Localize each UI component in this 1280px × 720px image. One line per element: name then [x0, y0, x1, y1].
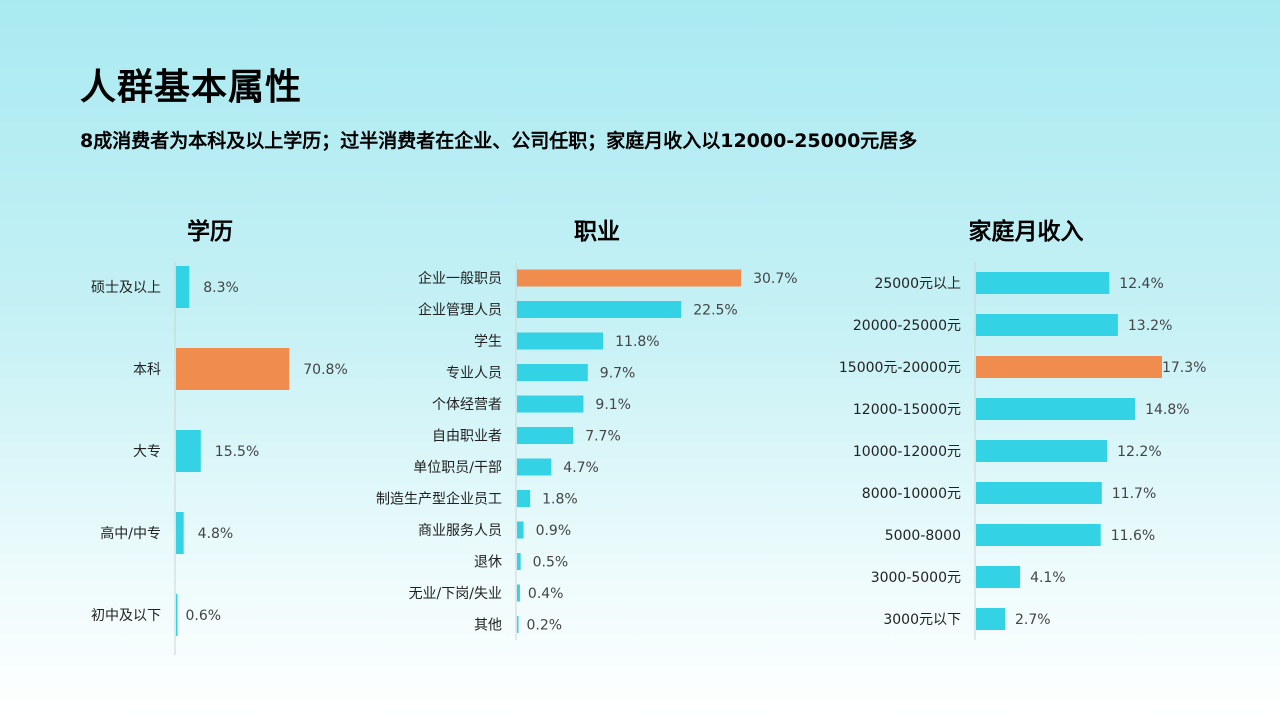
occupation-category-label: 退休 — [474, 555, 502, 571]
occupation-value-label: 0.5% — [533, 555, 569, 571]
income-value-label: 13.2% — [1128, 318, 1172, 334]
education-category-label: 大专 — [133, 444, 161, 460]
occupation-category-label: 商业服务人员 — [418, 523, 502, 539]
education-value-label: 0.6% — [186, 608, 222, 624]
education-category-label: 硕士及以上 — [91, 280, 161, 296]
occupation-category-label: 企业一般职员 — [418, 270, 502, 287]
education-bar — [176, 348, 290, 390]
occupation-bar — [517, 458, 552, 476]
income-category-label: 5000-8000 — [885, 528, 961, 544]
occupation-value-label: 4.7% — [563, 460, 599, 476]
income-bar — [976, 272, 1110, 294]
income-value-label: 14.8% — [1145, 402, 1189, 418]
income-category-label: 3000元以下 — [883, 612, 961, 628]
education-value-label: 70.8% — [303, 362, 347, 378]
chart-title-occupation: 职业 — [574, 219, 620, 245]
occupation-category-label: 企业管理人员 — [418, 302, 502, 319]
page-subtitle: 8成消费者为本科及以上学历；过半消费者在企业、公司任职；家庭月收入以12000-… — [80, 130, 918, 152]
chart-title-education: 学历 — [187, 219, 233, 245]
income-value-label: 4.1% — [1030, 570, 1066, 586]
occupation-value-label: 0.2% — [527, 618, 563, 634]
education-value-label: 8.3% — [203, 280, 239, 296]
income-bar — [976, 356, 1162, 378]
income-category-label: 10000-12000元 — [853, 444, 961, 460]
education-chart: 硕士及以上 8.3% 本科 70.8% 大专 15.5% 高中/中专 4.8% 初中及以下 0.6… — [91, 262, 348, 655]
income-bar — [976, 440, 1108, 462]
education-bar — [176, 430, 201, 472]
education-value-label: 4.8% — [198, 526, 234, 542]
occupation-value-label: 30.7% — [753, 271, 797, 287]
education-value-label: 15.5% — [215, 444, 259, 460]
page-title: 人群基本属性 — [80, 67, 303, 108]
occupation-value-label: 22.5% — [693, 303, 737, 319]
income-bar — [976, 314, 1118, 336]
occupation-category-label: 专业人员 — [446, 366, 502, 382]
occupation-bar — [517, 521, 524, 539]
occupation-category-label: 个体经营者 — [432, 397, 502, 413]
income-bar — [976, 608, 1006, 630]
income-bar — [976, 566, 1021, 588]
education-category-label: 高中/中专 — [100, 525, 161, 542]
occupation-bar — [517, 427, 574, 444]
income-category-label: 12000-15000元 — [853, 402, 961, 418]
occupation-bar — [517, 269, 742, 287]
income-value-label: 2.7% — [1015, 612, 1051, 628]
income-value-label: 17.3% — [1162, 360, 1206, 376]
occupation-category-label: 自由职业者 — [432, 429, 502, 445]
occupation-bar — [517, 395, 584, 413]
occupation-category-label: 单位职员/干部 — [413, 460, 502, 476]
occupation-chart: 企业一般职员 30.7% 企业管理人员 22.5% 学生 11.8% 专业人员 9.7% 个体经… — [376, 262, 798, 640]
occupation-bar — [517, 584, 520, 602]
income-chart: 25000元以上 12.4% 20000-25000元 13.2% 15000元-200… — [839, 262, 1206, 640]
income-value-label: 11.7% — [1112, 486, 1156, 502]
chart-title-income: 家庭月收入 — [968, 219, 1084, 245]
occupation-value-label: 1.8% — [542, 492, 578, 508]
education-bar — [176, 512, 184, 554]
income-category-label: 3000-5000元 — [871, 570, 961, 586]
occupation-value-label: 7.7% — [585, 429, 621, 445]
occupation-value-label: 9.1% — [595, 397, 631, 413]
occupation-value-label: 9.7% — [600, 366, 636, 382]
occupation-value-label: 0.9% — [536, 523, 572, 539]
income-bar — [976, 398, 1136, 420]
income-bar — [976, 524, 1101, 546]
income-bar — [976, 482, 1102, 504]
education-bar — [176, 266, 190, 308]
occupation-category-label: 其他 — [474, 618, 502, 634]
education-category-label: 本科 — [133, 362, 161, 378]
occupation-bar — [517, 553, 521, 570]
income-value-label: 12.4% — [1119, 276, 1163, 292]
occupation-bar — [517, 616, 519, 633]
income-value-label: 11.6% — [1111, 528, 1155, 544]
occupation-value-label: 11.8% — [615, 334, 659, 350]
occupation-category-label: 制造生产型企业员工 — [376, 491, 502, 508]
education-bar — [176, 594, 178, 636]
income-category-label: 15000元-20000元 — [839, 360, 961, 376]
occupation-category-label: 无业/下岗/失业 — [409, 586, 502, 602]
education-category-label: 初中及以下 — [91, 607, 161, 624]
occupation-bar — [517, 364, 588, 381]
occupation-bar — [517, 301, 682, 318]
occupation-category-label: 学生 — [474, 334, 502, 350]
income-value-label: 12.2% — [1117, 444, 1161, 460]
occupation-value-label: 0.4% — [528, 586, 564, 602]
income-category-label: 20000-25000元 — [853, 318, 961, 334]
income-category-label: 25000元以上 — [874, 276, 961, 292]
occupation-bar — [517, 490, 531, 507]
occupation-bar — [517, 332, 604, 350]
income-category-label: 8000-10000元 — [862, 486, 961, 502]
